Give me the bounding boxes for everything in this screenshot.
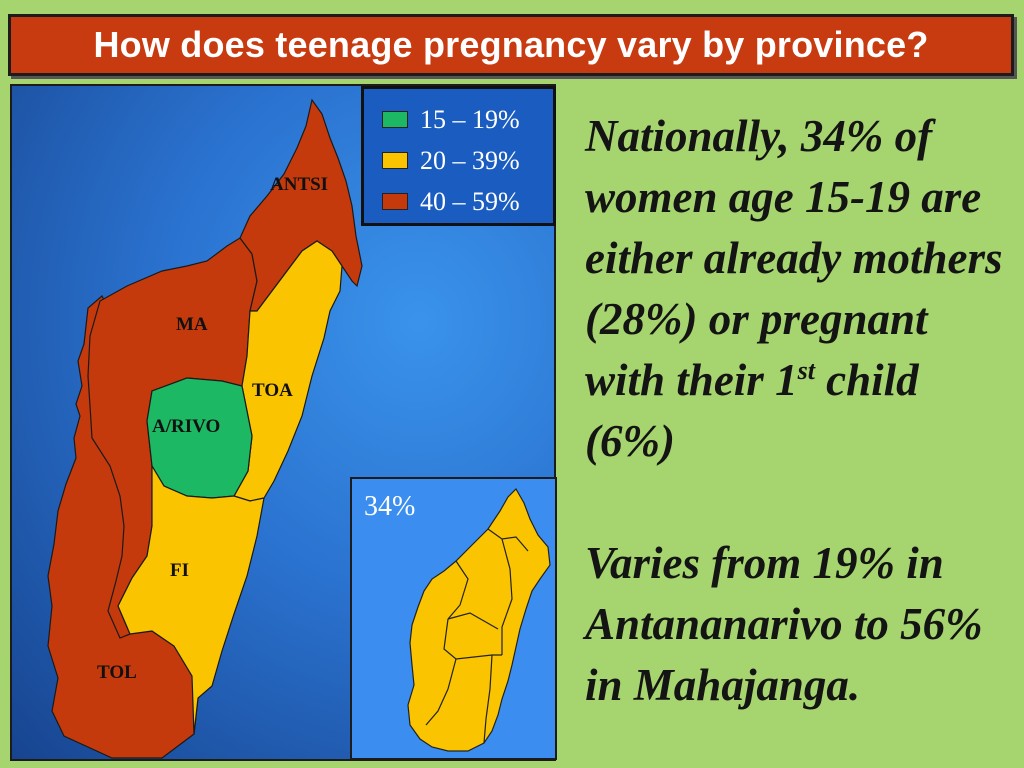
note-national-text: Nationally, 34% of women age 15-19 are e…: [585, 111, 1003, 405]
legend-label: 20 – 39%: [420, 145, 520, 175]
title-bar: How does teenage pregnancy vary by provi…: [8, 14, 1014, 76]
legend: 15 – 19% 20 – 39% 40 – 59%: [361, 86, 556, 226]
province-arivo: [146, 377, 253, 499]
label-arivo: A/RIVO: [152, 416, 221, 437]
notes-text: Nationally, 34% of women age 15-19 are e…: [585, 106, 1017, 716]
note-superscript: st: [797, 356, 815, 385]
label-toa: TOA: [252, 380, 293, 401]
legend-swatch: [382, 193, 408, 210]
province-fi: [117, 463, 265, 735]
inset-value-label: 34%: [364, 491, 416, 522]
label-fi: FI: [170, 560, 189, 581]
legend-swatch: [382, 152, 408, 169]
legend-item: 40 – 59%: [382, 181, 553, 222]
label-ma: MA: [176, 314, 208, 335]
province-map-svg: [47, 98, 363, 759]
legend-item: 15 – 19%: [382, 99, 553, 140]
note-national-end: child (6%): [585, 355, 919, 466]
legend-label: 40 – 59%: [420, 186, 520, 216]
inset-province-borders: [425, 528, 529, 744]
inset-island: [407, 488, 551, 752]
legend-label: 15 – 19%: [420, 104, 520, 134]
page-title: How does teenage pregnancy vary by provi…: [93, 24, 929, 65]
legend-swatch: [382, 111, 408, 128]
legend-item: 20 – 39%: [382, 140, 553, 181]
note-national: Nationally, 34% of women age 15-19 are e…: [585, 106, 1017, 472]
label-antsi: ANTSI: [270, 174, 329, 195]
label-tol: TOL: [97, 662, 137, 683]
inset-map-svg: [407, 488, 551, 752]
national-inset-map: 34%: [350, 477, 557, 760]
note-variation: Varies from 19% in Antananarivo to 56% i…: [585, 538, 983, 710]
